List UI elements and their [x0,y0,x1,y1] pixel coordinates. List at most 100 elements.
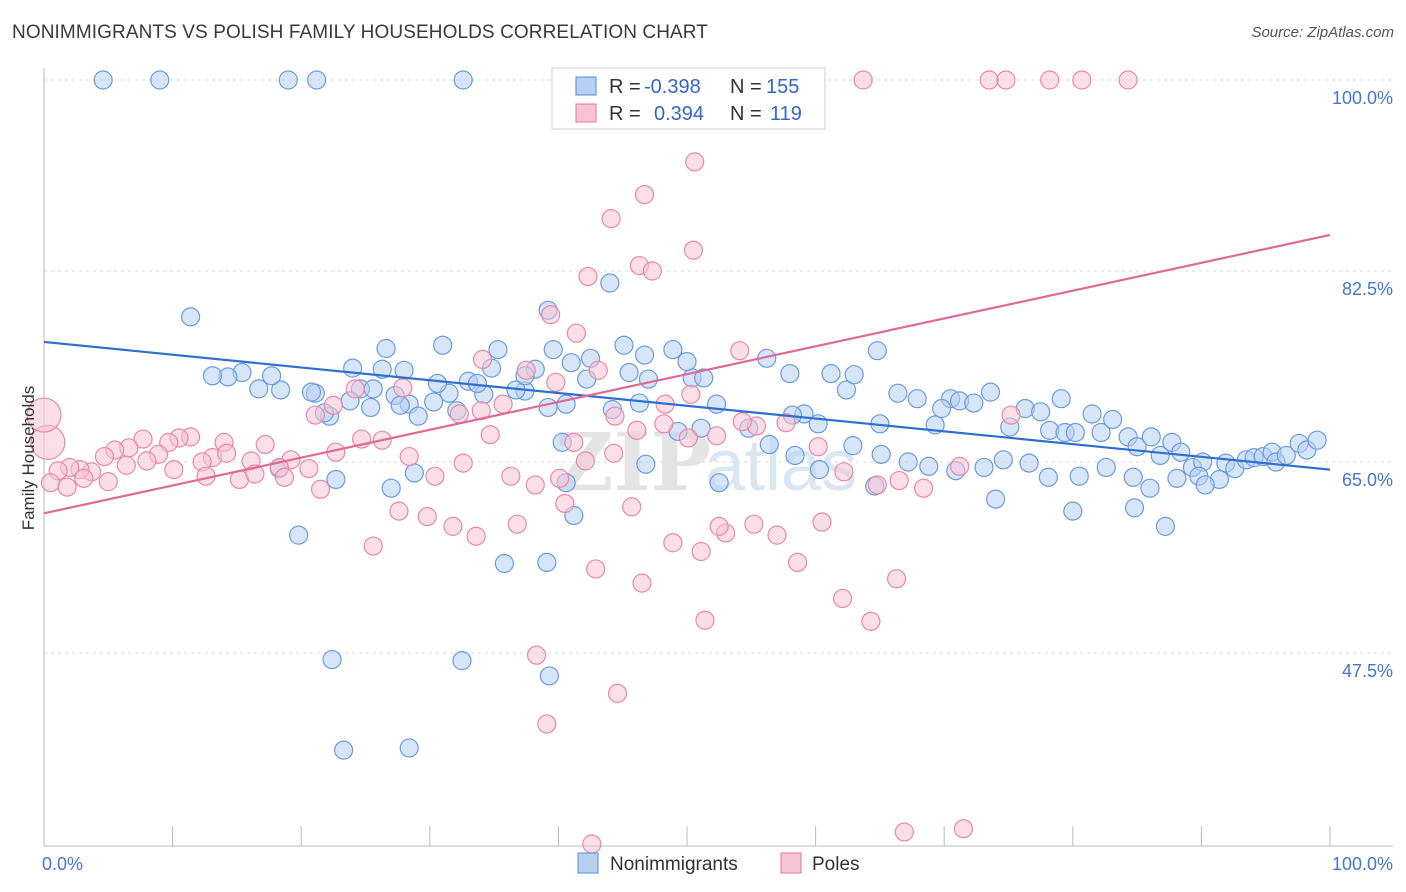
point-nonimmigrants-15 [561,353,581,373]
y-tick-label-0: 100.0% [1332,88,1393,108]
point-poles-37 [914,478,934,498]
point-poles-67 [137,451,157,471]
point-poles-105 [787,552,808,573]
point-poles-101 [691,541,711,562]
point-poles-72 [274,467,295,487]
point-poles-85 [604,443,624,463]
legend-r-value-2: 0.394 [654,103,704,125]
point-nonimmigrants-43 [836,380,857,400]
chart-source: Source: ZipAtlas.com [1251,24,1394,41]
point-poles-0 [853,70,873,90]
point-nonimmigrants-70 [1171,442,1191,462]
point-poles-78 [425,466,445,486]
point-poles-66 [116,455,136,475]
point-nonimmigrants-63 [1091,422,1111,443]
point-poles-106 [812,512,832,532]
legend-swatch-poles [575,103,597,123]
series-legend-swatch-poles [780,852,802,874]
point-poles-20 [493,394,513,414]
legend-n-label-1: N = [730,76,762,98]
y-tick-label-3: 47.5% [1342,661,1393,681]
point-poles-39 [1001,405,1021,425]
point-poles-26 [305,405,325,425]
point-poles-8 [601,209,621,229]
point-nonimmigrants-103 [759,434,779,455]
point-poles-104 [767,525,787,545]
point-nonimmigrants-9 [488,339,508,360]
point-poles-14 [566,323,587,343]
point-poles-16 [472,349,493,370]
point-poles-115 [537,714,557,734]
point-poles-103 [744,514,764,534]
point-nonimmigrants-61 [1065,422,1085,443]
point-nonimmigrants-44 [844,365,864,385]
point-poles-88 [678,428,698,448]
point-nonimmigrants-101 [809,460,830,480]
point-poles-79 [453,453,473,473]
point-poles-84 [575,451,596,471]
point-poles-87 [654,414,674,434]
point-poles-86 [627,420,647,440]
point-nonimmigrants-51 [932,398,952,419]
legend-r-value-1: -0.398 [644,76,701,98]
point-nonimmigrants-100 [843,436,863,456]
point-poles-1 [979,70,999,90]
point-poles-35 [867,475,887,495]
point-nonimmigrants-16 [663,339,683,360]
point-nonimmigrants-13 [614,335,634,355]
point-nonimmigrants-62 [1082,404,1102,424]
point-poles-65 [98,472,118,492]
legend-r-label-1: R = [609,76,641,98]
series-legend-swatch-nonimmigrants [577,852,599,874]
point-nonimmigrants-87 [1167,468,1187,488]
point-poles-114 [526,645,547,665]
point-nonimmigrants-84 [1307,430,1327,450]
point-poles-107 [833,588,853,609]
point-poles-23 [393,378,413,398]
series-legend: Nonimmigrants Poles [577,852,860,875]
point-nonimmigrants-57 [1031,402,1051,422]
point-poles-32 [776,413,796,433]
point-nonimmigrants-143 [539,666,559,686]
point-nonimmigrants-132 [326,469,346,490]
legend-r-label-2: R = [609,103,641,125]
point-poles-119 [953,819,974,839]
chart-title: NONIMMIGRANTS VS POLISH FAMILY HOUSEHOLD… [12,22,708,43]
point-poles-11 [578,266,598,287]
point-nonimmigrants-126 [249,379,269,399]
point-poles-95 [443,516,463,536]
point-nonimmigrants-29 [343,358,363,378]
point-nonimmigrants-142 [334,740,354,760]
point-nonimmigrants-140 [322,649,342,670]
point-nonimmigrants-151 [1124,498,1145,518]
point-poles-117 [582,834,602,854]
correlation-legend: R = -0.398 N = 155 R = 0.394 N = 119 [551,67,826,130]
point-nonimmigrants-118 [361,397,381,418]
trend-line-nonimmigrants [43,340,1331,471]
point-poles-24 [345,379,365,399]
point-nonimmigrants-89 [1123,467,1143,487]
point-poles-42 [255,434,275,455]
point-nonimmigrants-90 [1096,457,1116,478]
point-nonimmigrants-12 [543,339,563,360]
y-tick-label-1: 82.5% [1342,279,1393,299]
point-nonimmigrants-35 [694,368,714,388]
point-poles-111 [586,559,606,579]
y-tick-label-2: 65.0% [1342,470,1393,490]
point-poles-70 [217,443,237,463]
series-legend-label-nonimmigrants: Nonimmigrants [610,854,738,875]
data-points [26,70,1327,854]
point-poles-77 [399,446,419,467]
point-poles-10 [683,240,704,260]
point-poles-38 [950,456,970,476]
point-poles-12 [642,261,662,281]
point-poles-97 [507,514,527,534]
point-poles-4 [1072,70,1092,90]
point-poles-81 [501,466,521,486]
point-poles-18 [516,360,536,380]
point-poles-100 [663,533,683,553]
point-nonimmigrants-144 [537,552,557,573]
point-nonimmigrants-3 [307,70,327,90]
point-nonimmigrants-40 [780,363,800,384]
